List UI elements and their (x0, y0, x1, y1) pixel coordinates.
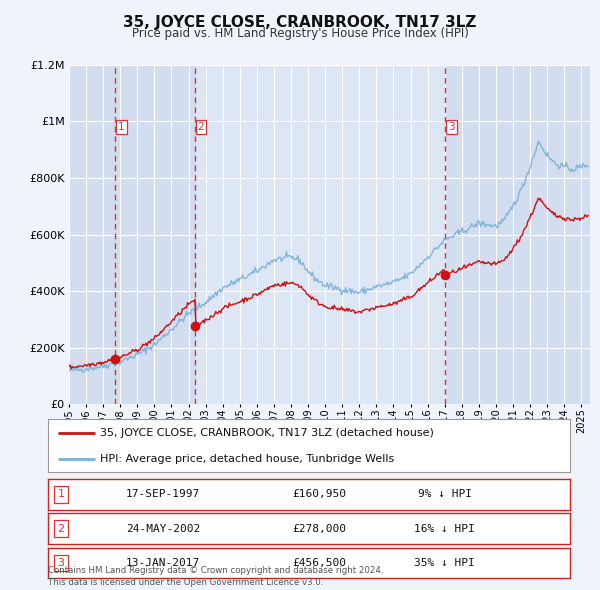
Text: 9% ↓ HPI: 9% ↓ HPI (418, 490, 472, 499)
Text: 16% ↓ HPI: 16% ↓ HPI (415, 524, 475, 533)
Text: 24-MAY-2002: 24-MAY-2002 (126, 524, 200, 533)
Text: 35, JOYCE CLOSE, CRANBROOK, TN17 3LZ (detached house): 35, JOYCE CLOSE, CRANBROOK, TN17 3LZ (de… (100, 428, 434, 438)
Text: 35, JOYCE CLOSE, CRANBROOK, TN17 3LZ: 35, JOYCE CLOSE, CRANBROOK, TN17 3LZ (124, 15, 476, 30)
Text: 3: 3 (448, 122, 455, 132)
Text: Contains HM Land Registry data © Crown copyright and database right 2024.
This d: Contains HM Land Registry data © Crown c… (48, 566, 383, 587)
Text: Price paid vs. HM Land Registry's House Price Index (HPI): Price paid vs. HM Land Registry's House … (131, 27, 469, 40)
Text: 1: 1 (118, 122, 125, 132)
Bar (445, 65, 590, 404)
Text: 2: 2 (198, 122, 205, 132)
Text: 2: 2 (58, 524, 65, 533)
Text: HPI: Average price, detached house, Tunbridge Wells: HPI: Average price, detached house, Tunb… (100, 454, 394, 464)
Bar (69, 65, 115, 404)
Text: 35% ↓ HPI: 35% ↓ HPI (415, 558, 475, 568)
Text: 1: 1 (58, 490, 65, 499)
Text: 13-JAN-2017: 13-JAN-2017 (126, 558, 200, 568)
Text: 3: 3 (58, 558, 65, 568)
Bar (115, 65, 195, 404)
Text: £278,000: £278,000 (292, 524, 346, 533)
Text: £456,500: £456,500 (292, 558, 346, 568)
Text: £160,950: £160,950 (292, 490, 346, 499)
Text: 17-SEP-1997: 17-SEP-1997 (126, 490, 200, 499)
